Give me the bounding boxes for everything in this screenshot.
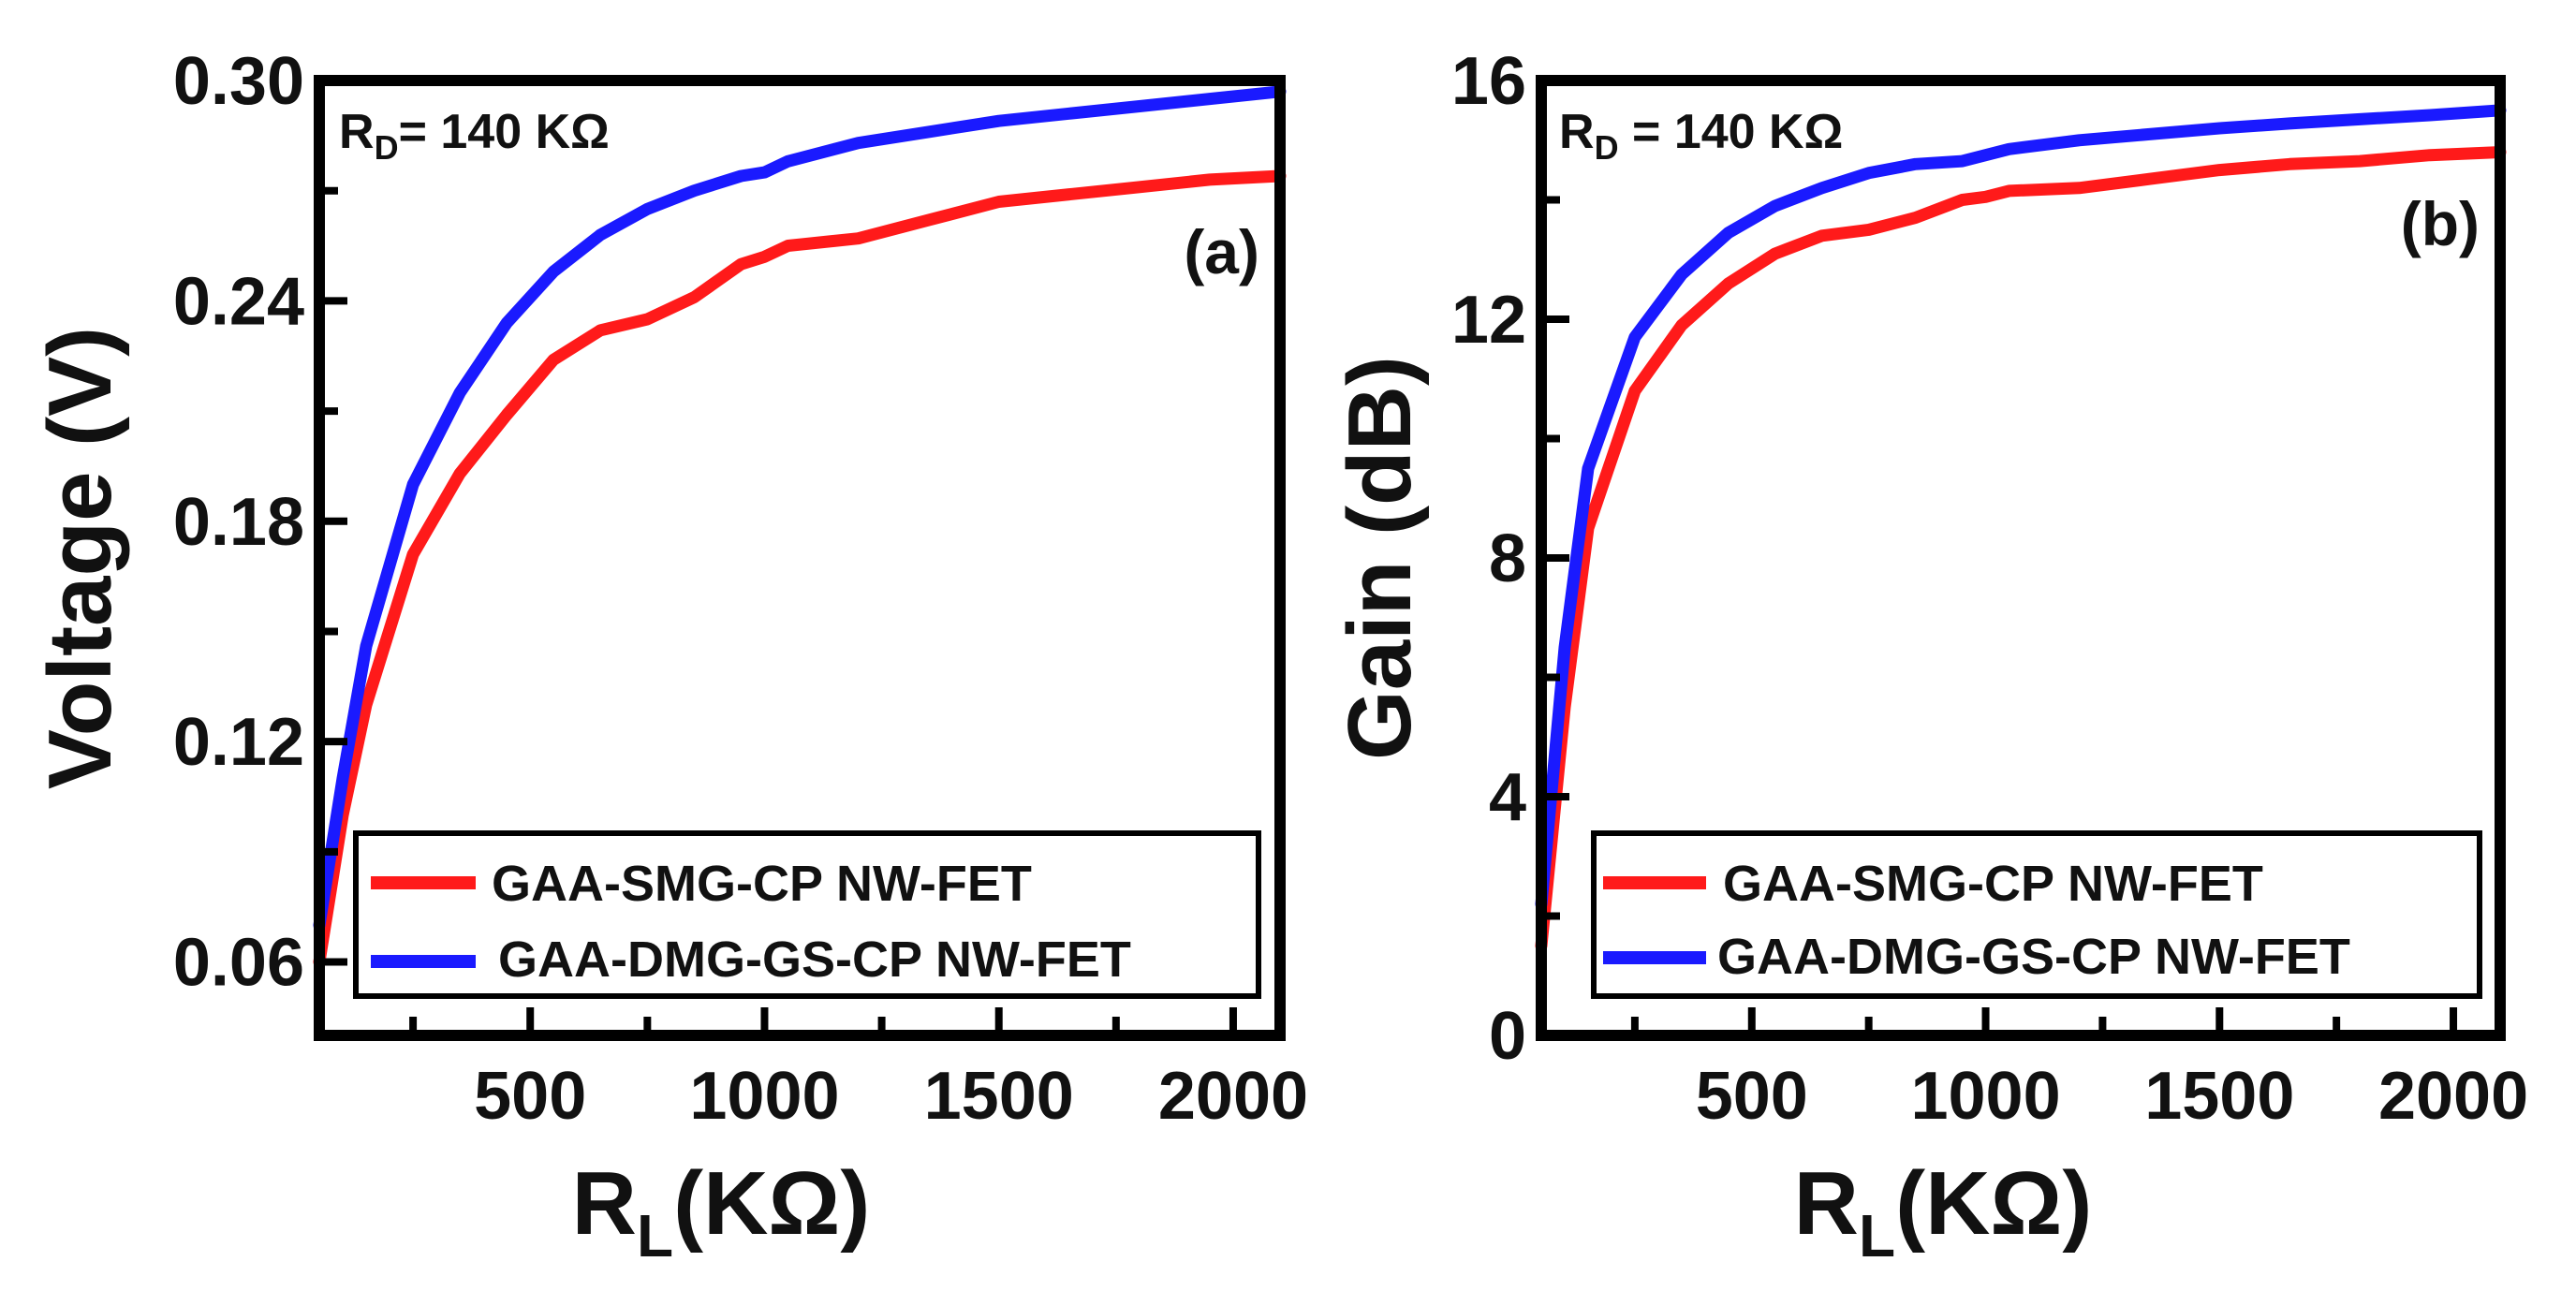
ticks-layer-a: 500 1000 1500 2000 0.06 0.12 0.18 0.24 0.30 [173,44,1308,1134]
x-tick-label-b-2: 1500 [2144,1059,2294,1134]
y-tick-label-a-3: 0.24 [173,264,304,339]
x-tick-label-a-3: 2000 [1158,1059,1308,1134]
legend-label-b-1: GAA-DMG-GS-CP NW-FET [1717,929,2350,985]
panel-label-b: (b) [2401,189,2480,258]
series-line-a-1 [313,85,1287,932]
y-axis-label-a: Voltage (V) [30,327,130,789]
y-tick-label-b-2: 8 [1489,521,1526,596]
legend-label-a-1: GAA-DMG-GS-CP NW-FET [498,932,1131,988]
annotation-rd-b: RD = 140 KΩ [1559,105,1843,167]
series-layer-a [313,85,1287,968]
chart-panel-a: 500 1000 1500 2000 0.06 0.12 0.18 0.24 0.30 Volt… [30,44,1308,1269]
legend-label-a-0: GAA-SMG-CP NW-FET [492,856,1032,912]
x-tick-label-b-1: 1000 [1910,1059,2060,1134]
x-tick-label-a-1: 1000 [689,1059,839,1134]
annotation-rd-a: RD= 140 KΩ [339,105,610,167]
series-line-b-1 [1535,104,2507,911]
x-tick-label-b-3: 2000 [2378,1059,2528,1134]
y-axis-label-b: Gain (dB) [1330,356,1430,760]
legend-a: GAA-SMG-CP NW-FET GAA-DMG-GS-CP NW-FET [353,830,1261,999]
y-tick-label-a-4: 0.30 [173,44,304,119]
y-tick-label-b-4: 16 [1451,44,1526,119]
series-line-a-0 [313,169,1287,968]
plot-frame-b [1536,75,2506,1041]
x-tick-label-a-2: 1500 [924,1059,1074,1134]
y-tick-label-b-0: 0 [1489,999,1526,1074]
series-line-b-0 [1535,146,2507,952]
x-axis-label-b: RL(KΩ) [1794,1153,2093,1269]
legend-box-a [353,830,1261,999]
series-layer-b [1535,104,2507,952]
y-tick-label-a-1: 0.12 [173,705,304,780]
legend-box-b [1591,830,2482,999]
y-tick-label-b-1: 4 [1489,760,1526,835]
x-tick-label-a-0: 500 [474,1059,586,1134]
y-tick-label-a-0: 0.06 [173,926,304,1001]
y-tick-label-b-3: 12 [1451,283,1526,358]
y-tick-label-a-2: 0.18 [173,485,304,560]
x-axis-label-a: RL(KΩ) [572,1153,871,1269]
plot-frame-a [314,75,1286,1041]
legend-label-b-0: GAA-SMG-CP NW-FET [1723,856,2263,912]
panel-label-a: (a) [1184,217,1259,286]
x-tick-label-b-0: 500 [1696,1059,1808,1134]
legend-b: GAA-SMG-CP NW-FET GAA-DMG-GS-CP NW-FET [1591,830,2482,999]
